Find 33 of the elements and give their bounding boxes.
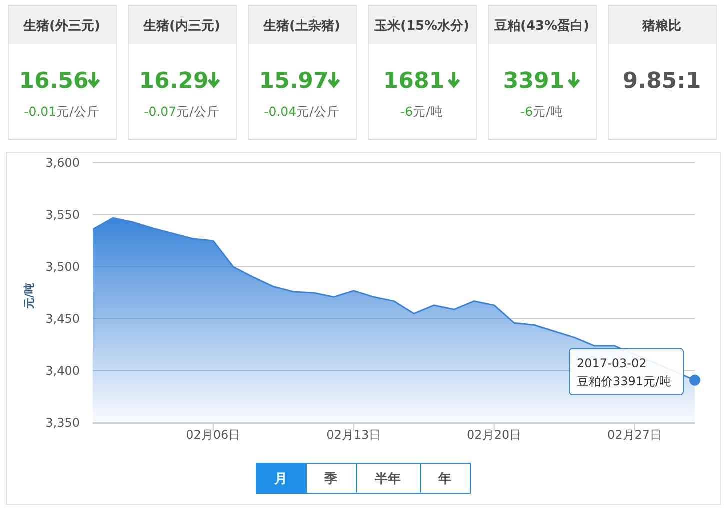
x-tick-label: 02月20日 bbox=[467, 428, 522, 442]
y-tick-label: 3,500 bbox=[46, 260, 80, 274]
category-label: 生猪(内三元) bbox=[142, 19, 220, 34]
text: 年 bbox=[438, 472, 452, 487]
y-tick-label: 3,600 bbox=[46, 156, 80, 170]
text: 半年 bbox=[374, 472, 401, 487]
text: 1681 bbox=[383, 69, 445, 94]
text: 3391 bbox=[503, 69, 565, 94]
category-label: 玉米(15%水分) bbox=[374, 19, 470, 34]
text: -0.07元/公斤 bbox=[144, 104, 220, 119]
x-tick-label: 02月27日 bbox=[608, 428, 662, 442]
text: 16.56 bbox=[19, 69, 89, 94]
y-tick-label: 3,450 bbox=[46, 312, 80, 326]
text: 9.85:1 bbox=[622, 69, 702, 94]
text: -6元/吨 bbox=[400, 104, 444, 119]
category-label: 生猪(土杂猪) bbox=[262, 19, 340, 34]
x-tick-label: 02月13日 bbox=[326, 428, 382, 442]
text: -6元/吨 bbox=[520, 104, 564, 119]
y-axis-title: 元/吨 bbox=[23, 282, 36, 310]
text: 16.29 bbox=[139, 69, 209, 94]
category-label: 生猪(外三元) bbox=[22, 19, 100, 34]
annotation: 2017-03-02 豆粕价3391元/吨 bbox=[577, 356, 672, 388]
text: -0.04元/公斤 bbox=[264, 104, 340, 119]
x-tick-label: 02月06日 bbox=[186, 428, 241, 442]
y-tick-label: 3,550 bbox=[46, 208, 80, 222]
text: 季 bbox=[324, 471, 338, 487]
y-tick-label: 3,400 bbox=[46, 364, 80, 378]
text: 月 bbox=[274, 472, 288, 487]
text: 15.97 bbox=[259, 69, 329, 94]
category-label: 猪粮比 bbox=[642, 18, 682, 34]
text: -0.01元/公斤 bbox=[24, 104, 100, 119]
category-label: 豆粕(43%蛋白) bbox=[494, 19, 590, 34]
y-tick-label: 3,350 bbox=[46, 416, 80, 430]
